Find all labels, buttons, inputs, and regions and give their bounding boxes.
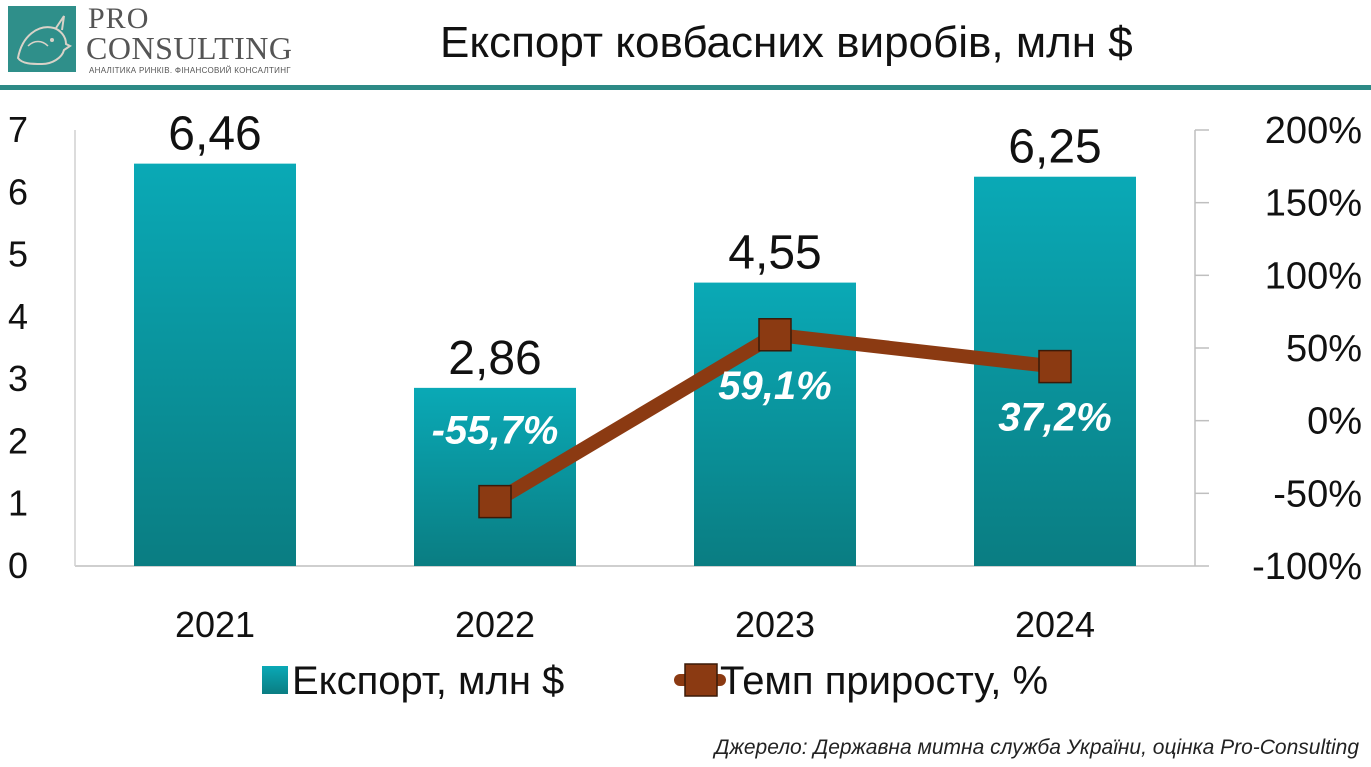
legend-marker-growth [684, 663, 718, 697]
source-note: Джерело: Державна митна служба України, … [714, 736, 1359, 759]
y-right-tick-label: -50% [1273, 473, 1362, 515]
y-left-tick-label: 2 [8, 420, 28, 461]
bar-value-label: 4,55 [728, 227, 821, 280]
growth-marker [1038, 349, 1072, 384]
legend-label-growth: Темп приросту, % [720, 659, 1048, 703]
x-tick-label: 2021 [175, 604, 255, 645]
x-tick-label: 2022 [455, 604, 535, 645]
y-right-tick-label: 100% [1265, 255, 1362, 297]
page-title: Експорт ковбасних виробів, млн $ [440, 18, 1133, 67]
y-left-tick-label: 1 [8, 483, 28, 524]
bar-value-label: 6,46 [168, 108, 261, 161]
rhino-logo-icon [8, 6, 76, 72]
y-left-tick-label: 7 [8, 109, 28, 150]
y-right-tick-label: 50% [1286, 328, 1362, 370]
y-right-tick-label: 150% [1265, 183, 1362, 225]
y-right-tick-label: 0% [1307, 401, 1362, 443]
growth-marker [758, 318, 792, 352]
header-divider [0, 85, 1371, 90]
x-tick-label: 2024 [1015, 604, 1095, 645]
growth-value-label: 59,1% [718, 364, 831, 408]
growth-value-label: 37,2% [998, 396, 1111, 440]
growth-value-label: -55,7% [432, 409, 559, 453]
y-right-tick-label: 200% [1265, 110, 1362, 152]
bar-2021 [134, 163, 296, 567]
y-left-tick-label: 5 [8, 234, 28, 275]
logo-text-pro: PRO [88, 2, 150, 35]
logo-text-consulting: CONSULTING [86, 30, 293, 66]
y-left-tick-label: 4 [8, 296, 28, 337]
logo-tagline: АНАЛІТИКА РИНКІВ. ФІНАНСОВИЙ КОНСАЛТИНГ [89, 66, 291, 75]
growth-marker [478, 484, 512, 519]
bar-value-label: 2,86 [448, 332, 541, 385]
header: PRO CONSULTING АНАЛІТИКА РИНКІВ. ФІНАНСО… [0, 0, 1371, 90]
legend-label-export: Експорт, млн $ [292, 659, 564, 703]
bar-value-label: 6,25 [1008, 121, 1101, 174]
x-tick-label: 2023 [735, 604, 815, 645]
y-left-tick-label: 0 [8, 545, 28, 586]
y-left-tick-label: 3 [8, 358, 28, 399]
y-left-tick-label: 6 [8, 171, 28, 212]
legend-swatch-export [262, 666, 288, 694]
y-right-tick-label: -100% [1252, 546, 1362, 588]
